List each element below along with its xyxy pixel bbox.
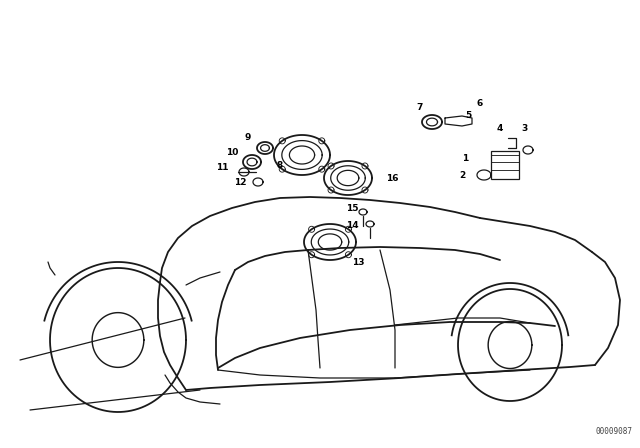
Text: 3: 3 [522,124,528,133]
Text: 16: 16 [386,173,398,182]
Bar [491,151,519,179]
Text: 1: 1 [462,154,468,163]
Text: 12: 12 [234,177,246,186]
Text: 10: 10 [226,147,238,156]
Text: 13: 13 [352,258,364,267]
Text: 2: 2 [459,171,465,180]
Text: 4: 4 [497,124,503,133]
Text: 8: 8 [277,160,283,169]
Text: 00009087: 00009087 [595,427,632,436]
Text: 6: 6 [477,99,483,108]
Text: 5: 5 [465,111,471,120]
Text: 9: 9 [245,133,251,142]
Text: 7: 7 [417,103,423,112]
Text: 11: 11 [216,163,228,172]
Text: 14: 14 [346,220,358,229]
Text: 15: 15 [346,203,358,212]
